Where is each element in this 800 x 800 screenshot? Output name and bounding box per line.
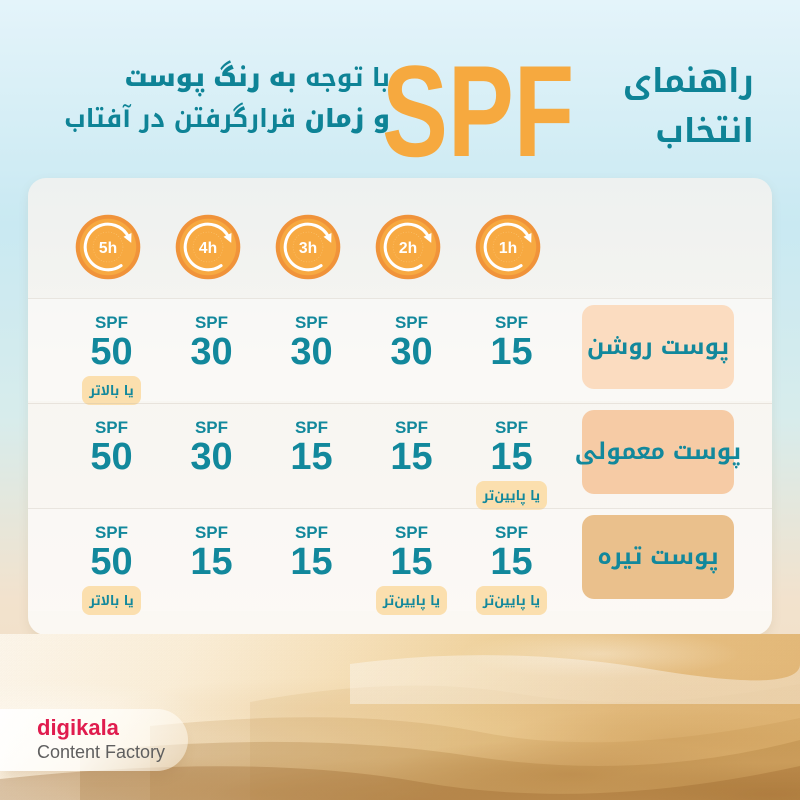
svg-text:1h: 1h <box>499 240 517 257</box>
svg-text:4h: 4h <box>199 240 217 257</box>
svg-text:3h: 3h <box>299 240 317 257</box>
svg-text:2h: 2h <box>399 240 417 257</box>
svg-text:5h: 5h <box>99 240 117 257</box>
